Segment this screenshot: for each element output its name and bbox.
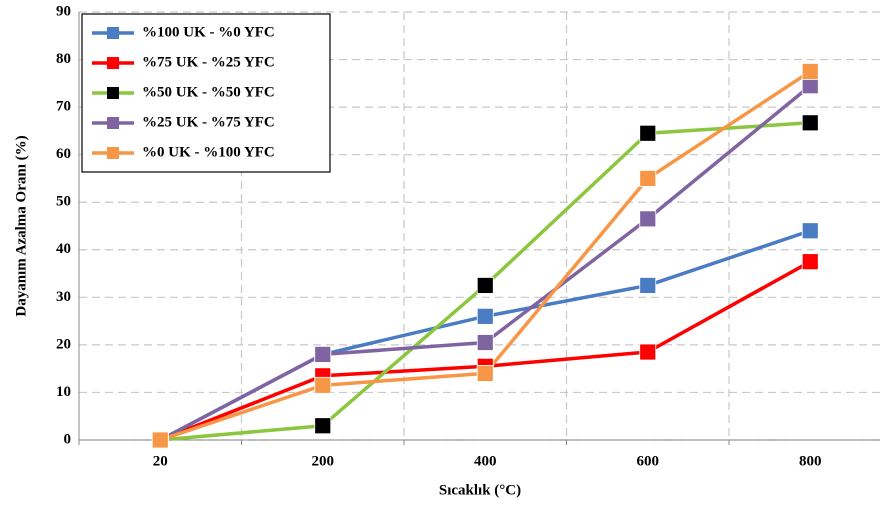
y-tick-label: 60: [56, 146, 71, 162]
data-point: [476, 307, 494, 325]
y-tick-label: 50: [56, 194, 71, 210]
legend-marker: [107, 57, 119, 69]
legend-marker: [107, 117, 119, 129]
x-tick-label: 600: [637, 453, 660, 469]
legend-marker: [107, 27, 119, 39]
y-tick-label: 10: [56, 384, 71, 400]
data-point: [476, 334, 494, 351]
data-point: [476, 277, 494, 294]
y-tick-label: 0: [64, 431, 72, 447]
y-tick-label: 40: [56, 241, 71, 257]
data-point: [639, 124, 657, 142]
data-point: [639, 343, 657, 361]
data-point: [801, 63, 819, 80]
legend-label: %75 UK - %25 YFC: [142, 54, 275, 70]
x-axis-label: Sıcaklık (°C): [439, 482, 521, 498]
data-point: [801, 77, 819, 95]
y-tick-label: 30: [56, 289, 71, 305]
data-point: [801, 253, 819, 271]
legend-label: %25 UK - %75 YFC: [142, 114, 275, 130]
legend-label: %100 UK - %0 YFC: [142, 24, 275, 40]
data-point: [639, 277, 657, 294]
legend-label: %0 UK - %100 YFC: [142, 144, 275, 160]
legend-box: [81, 13, 331, 173]
data-point: [476, 365, 494, 382]
data-point: [314, 376, 332, 394]
y-tick-label: 20: [56, 336, 71, 352]
data-point: [639, 170, 657, 187]
y-tick-label: 70: [56, 99, 71, 115]
data-point: [314, 345, 332, 363]
x-tick-label: 20: [153, 453, 168, 469]
y-tick-label: 90: [56, 3, 71, 19]
legend-label: %50 UK - %50 YFC: [142, 84, 275, 100]
data-point: [639, 210, 657, 228]
data-point: [314, 417, 332, 435]
x-tick-label: 200: [312, 453, 335, 469]
legend-marker: [107, 147, 119, 159]
y-axis-label: Dayanım Azalma Oranı (%): [13, 135, 29, 316]
data-point: [151, 431, 169, 449]
x-tick-label: 400: [474, 453, 497, 469]
x-tick-label: 800: [799, 453, 822, 469]
legend-marker: [107, 87, 119, 99]
data-point: [801, 114, 819, 132]
data-point: [801, 222, 819, 240]
y-tick-label: 80: [56, 51, 71, 67]
